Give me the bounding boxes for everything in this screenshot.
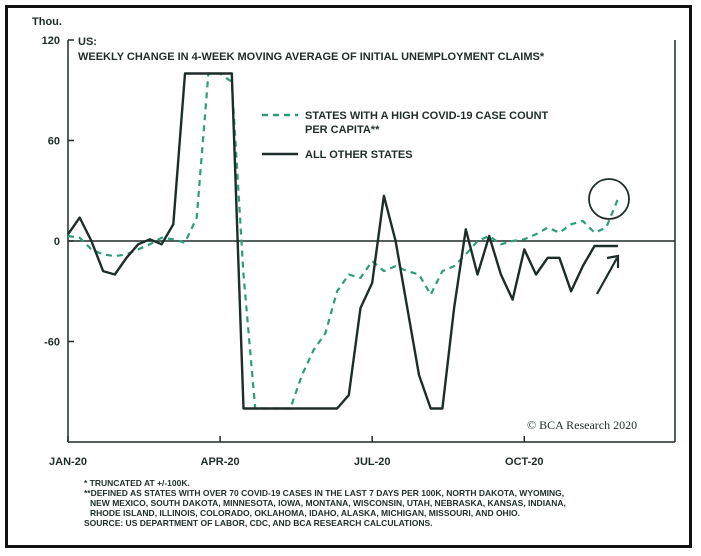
footnote-source: SOURCE: US DEPARTMENT OF LABOR, CDC, AND… (84, 518, 433, 528)
footnote-definition: **DEFINED AS STATES WITH OVER 70 COVID-1… (84, 488, 565, 498)
chart-subtitle: WEEKLY CHANGE IN 4-WEEK MOVING AVERAGE O… (78, 51, 545, 63)
footnote-definition-cont2: RHODE ISLAND, ILLINOIS, COLORADO, OKLAHO… (90, 508, 521, 518)
y-axis-label: Thou. (32, 16, 62, 28)
y-tick-label: 120 (42, 35, 60, 47)
trend-arrow (596, 254, 620, 295)
legend-label-high-covid-line2: PER CAPITA** (305, 124, 380, 136)
legend-label-high-covid-line1: STATES WITH A HIGH COVID-19 CASE COUNT (305, 110, 549, 122)
footnote-truncated: * TRUNCATED AT +/-100K. (84, 478, 190, 488)
series-line-high-covid (67, 72, 619, 410)
x-tick-label: APR-20 (201, 456, 240, 468)
highlight-circle (588, 178, 630, 220)
x-tick-label: JAN-20 (49, 456, 87, 468)
x-tick-label: OCT-20 (505, 456, 544, 468)
y-tick-label: -60 (44, 337, 60, 349)
y-tick-label: 60 (48, 136, 60, 148)
credit: © BCA Research 2020 (527, 418, 637, 432)
legend: STATES WITH A HIGH COVID-19 CASE COUNT P… (262, 110, 549, 161)
footnotes: * TRUNCATED AT +/-100K. **DEFINED AS STA… (84, 478, 684, 528)
footnote-definition-cont1: NEW MEXICO, SOUTH DAKOTA, MINNESOTA, IOW… (90, 498, 566, 508)
x-tick-label: JUL-20 (354, 456, 391, 468)
y-tick-label: 0 (54, 236, 60, 248)
legend-label-other-states: ALL OTHER STATES (305, 149, 413, 161)
series-line-other-states (67, 72, 618, 410)
chart-title: US: (78, 36, 97, 48)
